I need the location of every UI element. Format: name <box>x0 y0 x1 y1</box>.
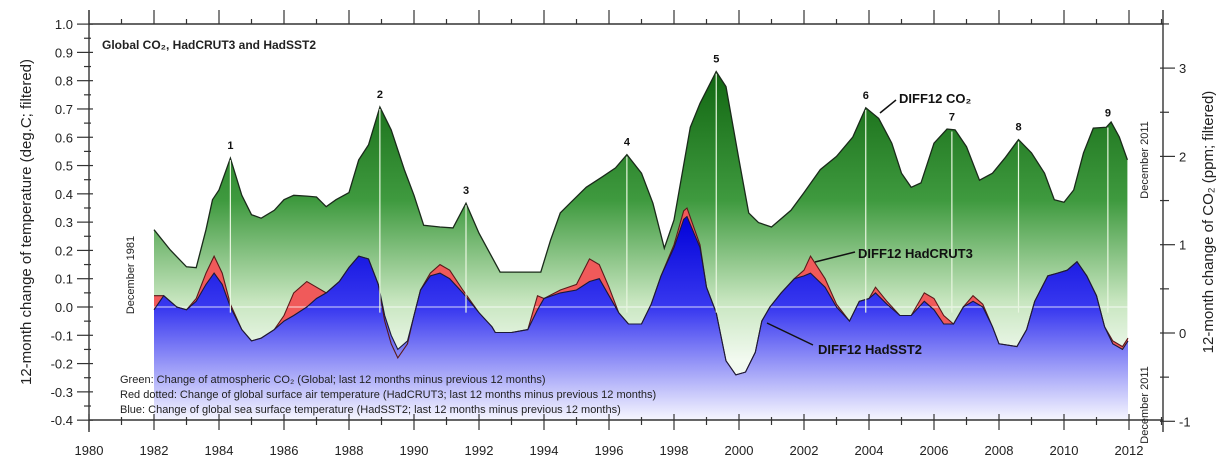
x-tick-label: 1998 <box>660 443 689 458</box>
y-tick-label: -0.3 <box>51 385 73 400</box>
y-tick-label: 0.1 <box>55 272 73 287</box>
x-tick-label: 1980 <box>75 443 104 458</box>
legend-note-green: Green: Change of atmospheric CO₂ (Global… <box>120 374 546 386</box>
hadsst2-pointer <box>766 322 814 346</box>
x-tick-label: 1994 <box>530 443 559 458</box>
co2-pointer <box>879 99 897 114</box>
plot-areas <box>153 70 1129 420</box>
y-tick-label-right: 1 <box>1179 238 1186 253</box>
peak-label-7: 7 <box>949 112 955 124</box>
y-tick-label: 0.4 <box>55 187 73 202</box>
x-tick-label: 1986 <box>270 443 299 458</box>
peak-label-1: 1 <box>227 140 233 152</box>
x-tick-label: 2008 <box>985 443 1014 458</box>
y-tick-label: 0.7 <box>55 102 73 117</box>
annotation-diff12-hadsst2: DIFF12 HadSST2 <box>818 342 922 357</box>
y-tick-label-right: 2 <box>1179 149 1186 164</box>
x-tick-label: 1990 <box>400 443 429 458</box>
y-tick-label-right: 3 <box>1179 61 1186 76</box>
legend-note-red: Red dotted: Change of global surface air… <box>120 389 656 401</box>
annotation-diff12-hadcrut3: DIFF12 HadCRUT3 <box>858 246 973 261</box>
y-tick-label: 0.3 <box>55 215 73 230</box>
y-tick-label: 0.9 <box>55 45 73 60</box>
y-tick-label-right: -1 <box>1179 414 1191 429</box>
y-tick-label: 0.6 <box>55 130 73 145</box>
annotation-december-2011-temp: December 2011 <box>1139 366 1151 443</box>
legend-note-blue: Blue: Change of global sea surface tempe… <box>120 404 621 416</box>
x-tick-label: 1988 <box>335 443 364 458</box>
y-tick-label: 0.8 <box>55 74 73 89</box>
x-tick-label: 1992 <box>465 443 494 458</box>
peak-label-2: 2 <box>377 89 383 101</box>
annotation-december-2011-co2: December 2011 <box>1139 121 1151 198</box>
peak-label-3: 3 <box>463 185 469 197</box>
co2-line <box>153 70 1129 273</box>
y-tick-label: 0.5 <box>55 159 73 174</box>
y-axis-label-right: 12-month change of CO₂ (ppm; filtered) <box>1200 91 1217 354</box>
y-axis-label-left: 12-month change of temperature (deg.C; f… <box>18 59 35 385</box>
hadcrut3-pointer <box>814 251 856 263</box>
x-tick-label: 1984 <box>205 443 234 458</box>
x-tick-label: 2000 <box>725 443 754 458</box>
chart-title: Global CO₂, HadCRUT3 and HadSST2 <box>102 38 316 52</box>
y-tick-label: 1.0 <box>55 17 73 32</box>
peak-label-5: 5 <box>713 54 719 66</box>
hadsst2-area <box>154 216 1128 420</box>
x-tick-label: 2006 <box>920 443 949 458</box>
x-tick-label: 2002 <box>790 443 819 458</box>
annotation-diff12-co2: DIFF12 CO₂ <box>899 91 971 106</box>
x-tick-label: 2012 <box>1115 443 1144 458</box>
y-tick-label-right: 0 <box>1179 326 1186 341</box>
peak-label-8: 8 <box>1015 122 1021 134</box>
y-tick-label: 0.0 <box>55 300 73 315</box>
y-tick-label: -0.2 <box>51 357 73 372</box>
x-tick-label: 1982 <box>140 443 169 458</box>
x-tick-label: 2004 <box>855 443 884 458</box>
y-tick-label: -0.4 <box>51 413 73 428</box>
y-tick-label: -0.1 <box>51 328 73 343</box>
annotation-december-1981: December 1981 <box>125 236 137 314</box>
peak-label-6: 6 <box>863 90 869 102</box>
y-tick-label: 0.2 <box>55 243 73 258</box>
plot-overlay: 1 2 3 4 5 6 7 8 9 <box>227 54 1111 313</box>
x-tick-label: 2010 <box>1050 443 1079 458</box>
peak-label-4: 4 <box>624 137 631 149</box>
hadsst2-line <box>153 215 1129 376</box>
peak-label-9: 9 <box>1105 107 1111 119</box>
x-tick-label: 1996 <box>595 443 624 458</box>
axes: 1980 1982 1984 1986 1988 1990 1992 1994 1996 1998… <box>51 10 1191 458</box>
